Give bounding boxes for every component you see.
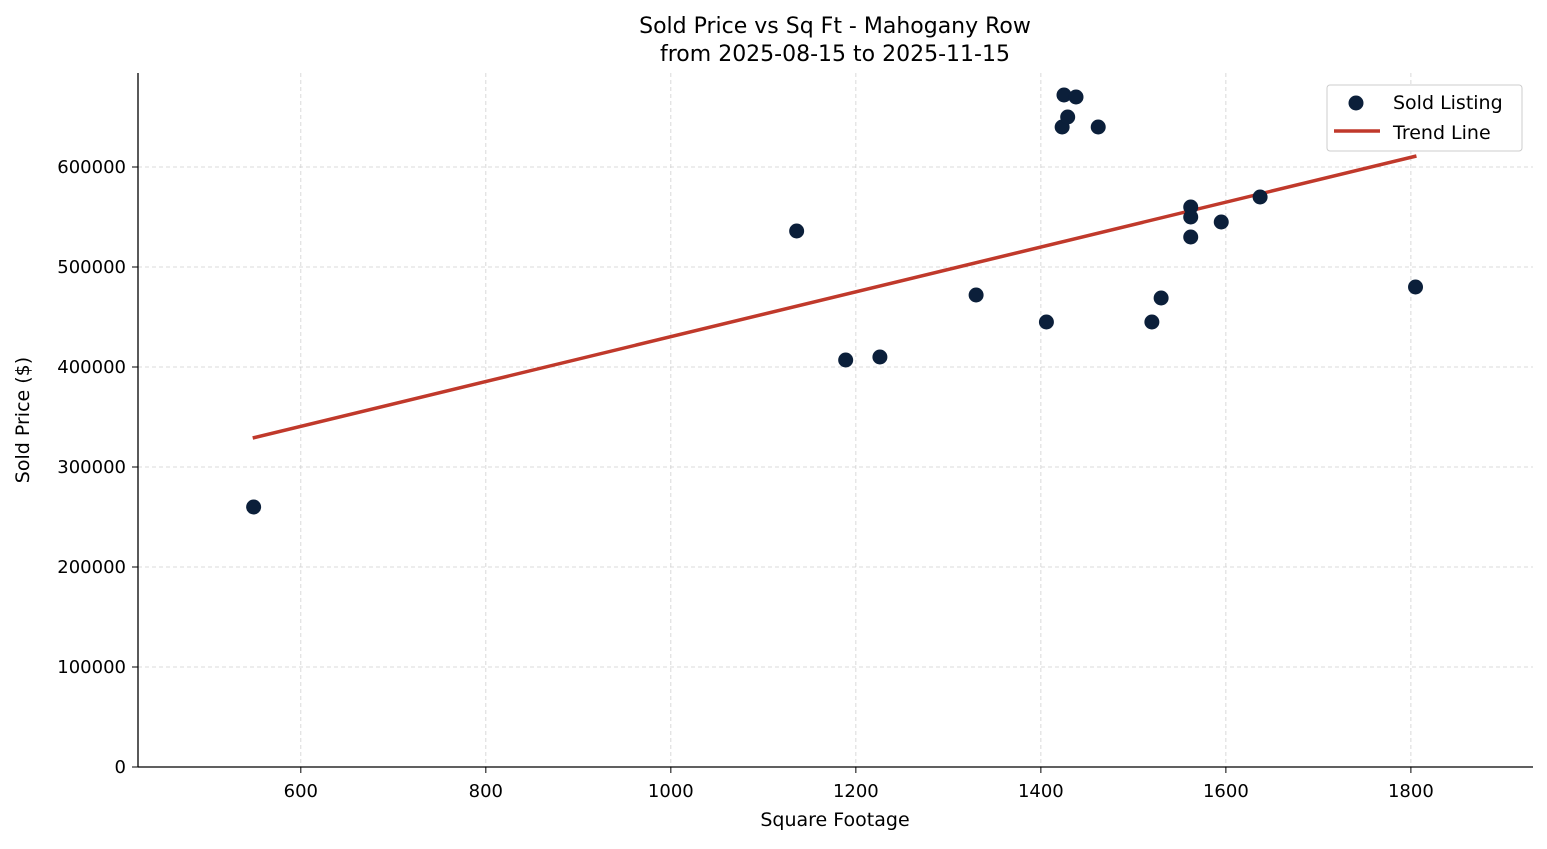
axes: 600 800 1000 1200 1400 1600 1800 0 100000 200000 3… <box>57 73 1533 802</box>
data-point <box>872 349 888 365</box>
x-tick-label: 1400 <box>1018 781 1064 802</box>
data-point <box>1060 109 1076 125</box>
y-tick-label: 500000 <box>57 257 126 278</box>
x-tick-label: 1600 <box>1203 781 1249 802</box>
data-point <box>1090 119 1106 135</box>
chart-subtitle: from 2025-08-15 to 2025-11-15 <box>660 42 1010 67</box>
data-point <box>246 499 262 515</box>
x-tick-label: 600 <box>284 781 318 802</box>
data-point <box>789 223 805 239</box>
x-tick-label: 800 <box>469 781 503 802</box>
x-tick-label: 1200 <box>833 781 879 802</box>
x-tick-label: 1800 <box>1388 781 1434 802</box>
y-tick-label: 300000 <box>57 457 126 478</box>
data-point <box>1213 214 1229 230</box>
data-point <box>968 287 984 303</box>
y-axis-label: Sold Price ($) <box>12 357 34 483</box>
trend-line <box>252 154 1417 440</box>
points-group <box>246 87 1424 515</box>
data-point <box>1056 87 1072 103</box>
legend-label-sold-listing: Sold Listing <box>1393 92 1503 114</box>
legend-marker-sold-listing <box>1348 95 1364 111</box>
y-tick-label: 100000 <box>57 657 126 678</box>
legend-label-trend-line: Trend Line <box>1392 122 1491 144</box>
trend-line-group <box>252 154 1417 440</box>
y-tick-label: 400000 <box>57 357 126 378</box>
y-tick-label: 200000 <box>57 557 126 578</box>
x-axis-label: Square Footage <box>760 809 909 831</box>
y-tick-label: 0 <box>115 757 126 778</box>
data-point <box>1252 189 1268 205</box>
data-point <box>1144 314 1160 330</box>
data-point <box>1183 229 1199 245</box>
x-tick-label: 1000 <box>648 781 694 802</box>
data-point <box>1183 209 1199 225</box>
grid <box>138 73 1533 767</box>
legend-box <box>1326 84 1523 152</box>
data-point <box>838 352 854 368</box>
data-point <box>1408 279 1424 295</box>
y-tick-label: 600000 <box>57 157 126 178</box>
data-point <box>1153 290 1169 306</box>
data-point <box>1038 314 1054 330</box>
legend: Sold Listing Trend Line <box>1326 84 1523 152</box>
chart-title: Sold Price vs Sq Ft - Mahogany Row <box>639 14 1031 39</box>
data-point <box>1068 89 1084 105</box>
